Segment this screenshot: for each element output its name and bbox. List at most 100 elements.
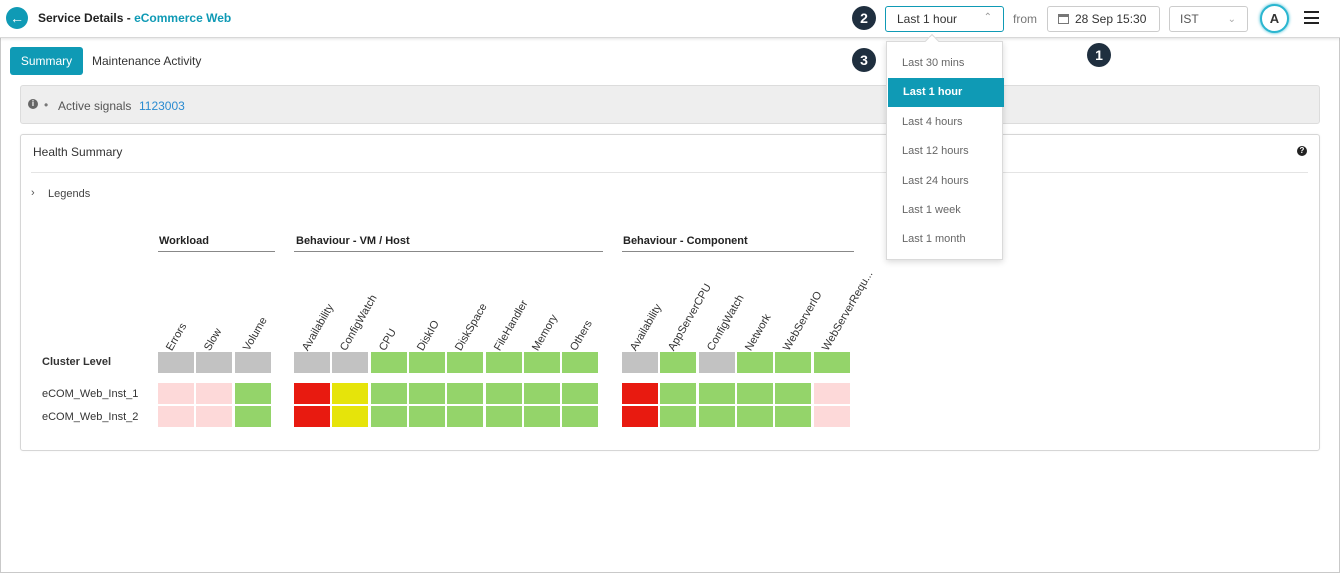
help-icon[interactable]: ? xyxy=(1297,146,1307,156)
page-title: Service Details - eCommerce Web xyxy=(38,11,231,25)
active-signals-bar: i • Active signals 1123003 xyxy=(20,85,1320,124)
active-signals-link[interactable]: 1123003 xyxy=(139,99,185,113)
info-icon: i xyxy=(28,99,38,109)
time-range-option[interactable]: Last 1 hour xyxy=(888,78,1004,108)
status-cell[interactable] xyxy=(660,352,697,373)
arrow-left-icon[interactable]: ← xyxy=(6,7,28,29)
status-cell[interactable] xyxy=(196,406,233,427)
status-cell[interactable] xyxy=(698,406,735,427)
column-label: Slow xyxy=(202,326,225,353)
time-range-select[interactable]: Last 1 hour ⌃ xyxy=(885,6,1004,32)
active-signals-label: Active signals xyxy=(58,99,132,113)
status-cell[interactable] xyxy=(158,383,194,404)
status-cell[interactable] xyxy=(622,383,658,404)
health-summary-title: Health Summary xyxy=(33,145,123,159)
chevron-right-icon[interactable]: › xyxy=(31,187,35,199)
column-label: Memory xyxy=(529,312,561,353)
status-cell[interactable] xyxy=(485,383,522,404)
status-cell[interactable] xyxy=(622,406,658,427)
status-cell[interactable] xyxy=(447,352,484,373)
date-picker[interactable]: 28 Sep 15:30 xyxy=(1047,6,1160,32)
time-range-option[interactable]: Last 1 week xyxy=(902,204,961,216)
status-cell[interactable] xyxy=(736,406,773,427)
status-cell[interactable] xyxy=(485,406,522,427)
from-label: from xyxy=(1013,12,1037,26)
status-cell[interactable] xyxy=(813,406,850,427)
column-label: Network xyxy=(742,312,774,353)
status-cell[interactable] xyxy=(736,352,773,373)
status-cell[interactable] xyxy=(294,383,330,404)
callout-marker-2: 2 xyxy=(852,6,876,30)
status-cell[interactable] xyxy=(660,383,697,404)
status-cell[interactable] xyxy=(196,352,233,373)
status-cell[interactable] xyxy=(775,352,812,373)
status-cell[interactable] xyxy=(523,406,560,427)
status-cell[interactable] xyxy=(775,383,812,404)
status-cell[interactable] xyxy=(408,383,445,404)
group-header-workload: Workload xyxy=(159,235,209,247)
group-underline xyxy=(158,251,275,252)
status-cell[interactable] xyxy=(523,383,560,404)
status-cell[interactable] xyxy=(234,383,271,404)
status-cell[interactable] xyxy=(775,406,812,427)
callout-marker-3: 3 xyxy=(852,48,876,72)
status-cell[interactable] xyxy=(234,352,271,373)
time-range-option[interactable]: Last 24 hours xyxy=(902,174,969,187)
status-cell[interactable] xyxy=(370,383,407,404)
status-cell[interactable] xyxy=(622,352,658,373)
status-cell[interactable] xyxy=(698,383,735,404)
callout-marker-1: 1 xyxy=(1087,43,1111,67)
tab-summary[interactable]: Summary xyxy=(10,47,83,75)
column-label: ConfigWatch xyxy=(704,292,747,353)
status-cell[interactable] xyxy=(660,406,697,427)
status-cell[interactable] xyxy=(408,406,445,427)
status-cell[interactable] xyxy=(408,352,445,373)
column-label: DiskIO xyxy=(414,318,442,353)
time-range-dropdown: Last 30 mins Last 1 hour Last 4 hours Last … xyxy=(886,33,1004,260)
status-cell[interactable] xyxy=(447,406,484,427)
status-cell[interactable] xyxy=(158,406,194,427)
tab-maintenance-activity[interactable]: Maintenance Activity xyxy=(92,54,202,68)
time-range-option[interactable]: Last 1 month xyxy=(902,233,966,246)
status-cell[interactable] xyxy=(370,406,407,427)
status-cell[interactable] xyxy=(332,406,369,427)
status-cell[interactable] xyxy=(813,383,850,404)
group-underline xyxy=(622,251,854,252)
avatar[interactable]: A xyxy=(1260,4,1289,33)
calendar-icon xyxy=(1058,14,1069,24)
status-cell[interactable] xyxy=(370,352,407,373)
status-cell[interactable] xyxy=(234,406,271,427)
legends-toggle[interactable]: Legends xyxy=(48,188,91,200)
status-cell[interactable] xyxy=(736,383,773,404)
status-cell[interactable] xyxy=(698,352,735,373)
chevron-down-icon: ⌄ xyxy=(1227,14,1236,25)
hamburger-icon[interactable] xyxy=(1304,11,1319,24)
bullet-dot: • xyxy=(44,98,49,112)
column-label: CPU xyxy=(376,326,399,353)
status-cell[interactable] xyxy=(562,383,599,404)
status-cell[interactable] xyxy=(332,383,369,404)
time-range-option[interactable]: Last 30 mins xyxy=(902,57,965,69)
status-cell[interactable] xyxy=(485,352,522,373)
time-range-value: Last 1 hour xyxy=(897,12,958,26)
group-underline xyxy=(294,251,603,252)
status-cell[interactable] xyxy=(813,352,850,373)
status-cell[interactable] xyxy=(294,352,330,373)
status-cell[interactable] xyxy=(562,406,599,427)
timezone-select[interactable]: IST ⌄ xyxy=(1169,6,1248,32)
status-cell[interactable] xyxy=(332,352,369,373)
column-label: ConfigWatch xyxy=(338,292,380,353)
status-cell[interactable] xyxy=(523,352,560,373)
top-bar: ← Service Details - eCommerce Web Last 1… xyxy=(0,0,1340,38)
status-cell[interactable] xyxy=(562,352,599,373)
status-cell[interactable] xyxy=(158,352,194,373)
status-cell[interactable] xyxy=(294,406,330,427)
column-label: DiskSpace xyxy=(453,301,490,353)
status-cell[interactable] xyxy=(447,383,484,404)
status-cell[interactable] xyxy=(196,383,233,404)
chevron-up-icon: ⌃ xyxy=(983,12,992,23)
time-range-option[interactable]: Last 12 hours xyxy=(902,145,969,158)
health-summary-panel: Health Summary ? › Legends Workload Beha… xyxy=(20,134,1320,451)
column-label: Volume xyxy=(240,315,270,353)
time-range-option[interactable]: Last 4 hours xyxy=(902,115,963,128)
